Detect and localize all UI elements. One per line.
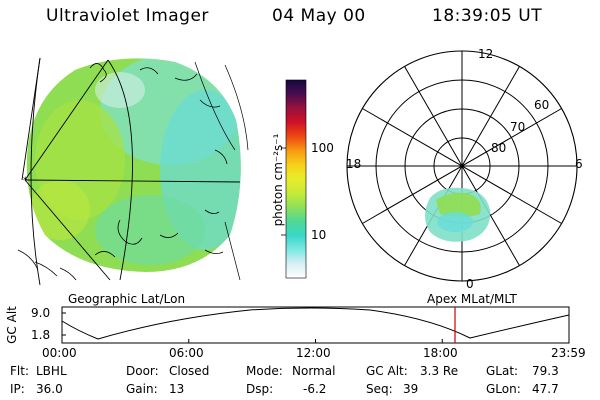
colorbar: [285, 79, 307, 279]
flt-value: LBHL: [36, 364, 67, 378]
dsp-label: Dsp:: [246, 382, 274, 396]
gcalt-value: 3.3 Re: [420, 364, 459, 378]
observation-date: 04 May 00: [272, 6, 366, 26]
seq-value: 39: [403, 382, 419, 396]
gain-value: 13: [169, 382, 185, 396]
altitude-xtick-0000: 00:00: [42, 346, 77, 360]
mlt-label-6: 6: [575, 157, 583, 171]
altitude-ytick-1-8: 1.8: [31, 328, 51, 342]
door-label: Door:: [126, 364, 159, 378]
altitude-curve: [61, 307, 570, 340]
mlt-label-0: 0: [466, 277, 474, 291]
mlt-label-18: 18: [346, 157, 362, 171]
geo-image-texture: [30, 58, 241, 265]
gain-label: Gain:: [126, 382, 158, 396]
door-value: Closed: [169, 364, 210, 378]
mlt-label-12: 12: [478, 47, 494, 61]
polar-auroral-image: [425, 187, 491, 242]
apex-panel-label: Apex MLat/MLT: [427, 292, 517, 306]
altitude-xtick-1200: 12:00: [296, 346, 331, 360]
colorbar-tick-label-10: 10: [311, 228, 327, 242]
observation-time: 18:39:05 UT: [432, 6, 543, 26]
mlat-label-60: 60: [534, 98, 550, 112]
altitude-plot: [61, 306, 570, 344]
geographic-image: *: [17, 57, 249, 286]
instrument-title: Ultraviolet Imager: [46, 6, 209, 26]
geographic-panel-label: Geographic Lat/Lon: [68, 292, 186, 306]
altitude-plot-frame: [61, 306, 570, 344]
mlat-label-80: 80: [491, 141, 507, 155]
dsp-value: -6.2: [303, 382, 327, 396]
mode-value: Normal: [292, 364, 336, 378]
ip-label: IP:: [10, 382, 25, 396]
glat-value: 79.3: [532, 364, 559, 378]
altitude-xtick-2359: 23:59: [551, 346, 586, 360]
glat-label: GLat:: [486, 364, 519, 378]
seq-label: Seq:: [366, 382, 393, 396]
mlat-label-70: 70: [510, 120, 526, 134]
altitude-ytick-9: 9.0: [31, 306, 51, 320]
polar-plot: [346, 50, 578, 282]
altitude-ylabel: GC Alt: [5, 306, 19, 344]
flt-label: Flt:: [10, 364, 29, 378]
colorbar-unit-label: photon cm⁻²s⁻¹: [271, 133, 285, 227]
geo-star-marker: *: [23, 176, 28, 186]
altitude-x-ticks: [61, 312, 570, 343]
glon-label: GLon:: [486, 382, 521, 396]
altitude-xtick-0600: 06:00: [169, 346, 204, 360]
mode-label: Mode:: [246, 364, 283, 378]
altitude-xtick-1800: 18:00: [423, 346, 458, 360]
ip-value: 36.0: [36, 382, 63, 396]
gcalt-label: GC Alt:: [366, 364, 408, 378]
colorbar-tick-label-100: 100: [311, 141, 334, 155]
glon-value: 47.7: [532, 382, 559, 396]
